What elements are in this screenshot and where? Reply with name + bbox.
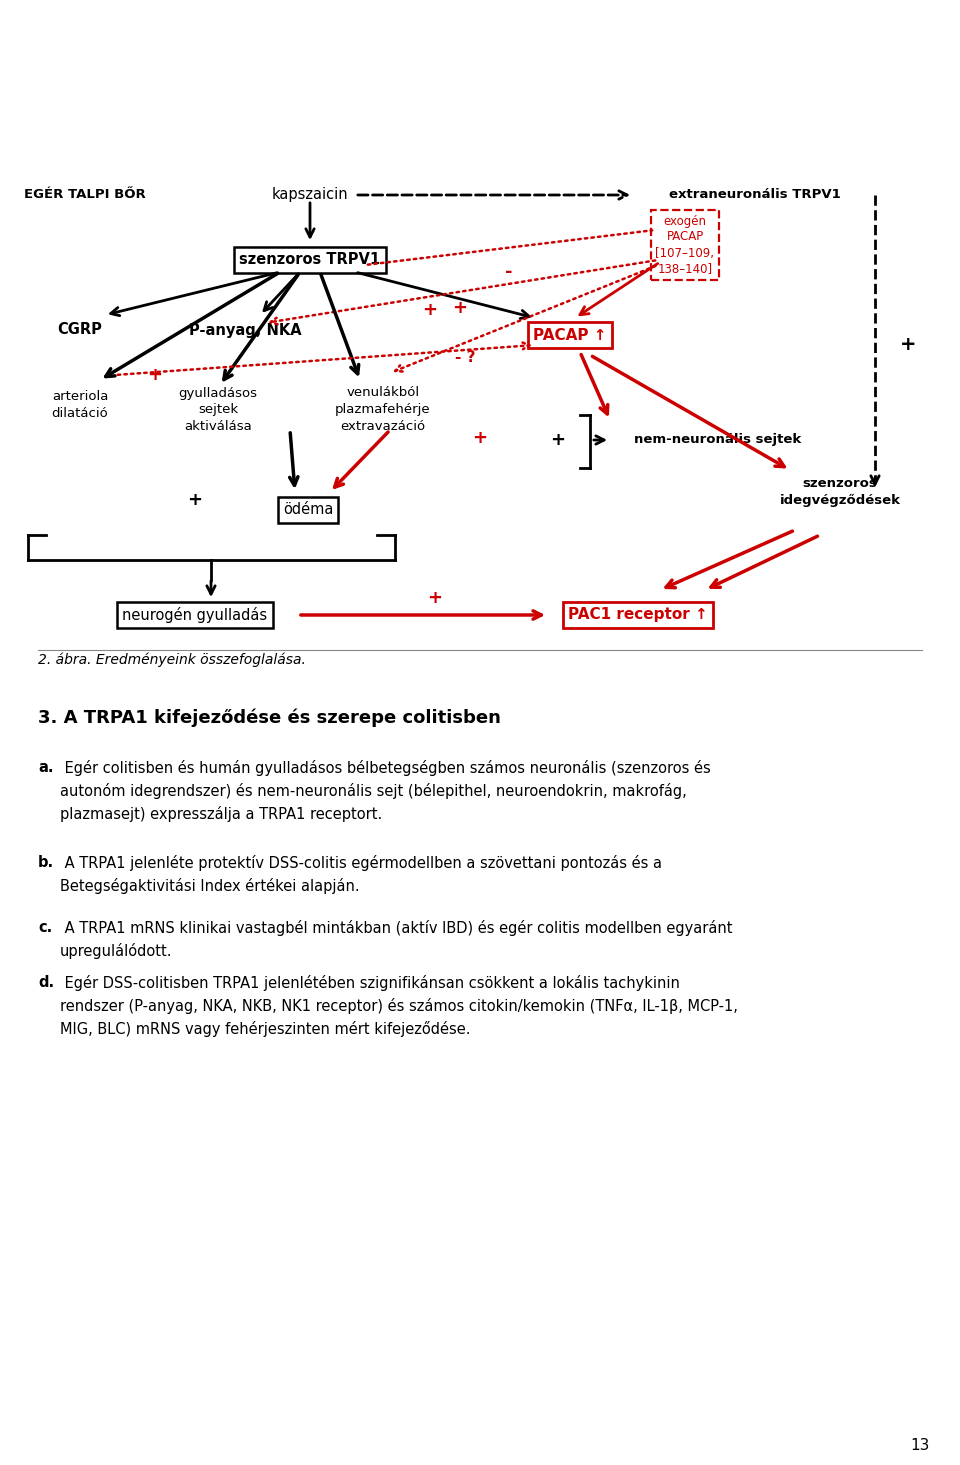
Text: A TRPA1 mRNS klinikai vastagbél mintákban (aktív IBD) és egér colitis modellben : A TRPA1 mRNS klinikai vastagbél mintákba… — [60, 920, 732, 960]
Text: A TRPA1 jelenléte protektív DSS-colitis egérmodellben a szövettani pontozás és a: A TRPA1 jelenléte protektív DSS-colitis … — [60, 856, 662, 894]
Text: +: + — [427, 589, 443, 607]
Text: - ?: - ? — [455, 350, 475, 365]
Text: EGÉR TALPI BŐR: EGÉR TALPI BŐR — [24, 189, 146, 202]
Text: neurogén gyulladás: neurogén gyulladás — [123, 607, 268, 623]
Text: 13: 13 — [910, 1437, 929, 1452]
Text: +: + — [452, 299, 468, 316]
Text: nem-neuronális sejtek: nem-neuronális sejtek — [635, 434, 802, 447]
Text: szenzoros
idegvégződések: szenzoros idegvégződések — [780, 478, 900, 507]
Text: +: + — [148, 366, 162, 384]
Text: 2. ábra. Eredményeink összefoglalása.: 2. ábra. Eredményeink összefoglalása. — [38, 653, 306, 667]
Text: PACAP ↑: PACAP ↑ — [533, 328, 607, 343]
Text: kapszaicin: kapszaicin — [272, 188, 348, 202]
Text: b.: b. — [38, 856, 54, 870]
Text: ödéma: ödéma — [283, 502, 333, 517]
Text: -: - — [505, 264, 518, 281]
Text: venulákból
plazmafehérje
extravazáció: venulákból plazmafehérje extravazáció — [335, 387, 431, 434]
Text: +: + — [472, 429, 488, 447]
Text: P-anyag, NKA: P-anyag, NKA — [189, 322, 301, 337]
Text: +: + — [550, 431, 565, 448]
Text: CGRP: CGRP — [58, 322, 103, 337]
Text: +: + — [422, 300, 438, 319]
Text: a.: a. — [38, 760, 54, 775]
Text: extraneuronális TRPV1: extraneuronális TRPV1 — [669, 189, 841, 202]
Text: 3. A TRPA1 kifejeződése és szerepe colitisben: 3. A TRPA1 kifejeződése és szerepe colit… — [38, 709, 501, 727]
Text: c.: c. — [38, 920, 52, 935]
Text: PAC1 receptor ↑: PAC1 receptor ↑ — [568, 608, 708, 623]
Text: +: + — [187, 491, 203, 508]
Text: +: + — [900, 335, 916, 355]
Text: gyulladásos
sejtek
aktiválása: gyulladásos sejtek aktiválása — [179, 387, 257, 434]
Text: szenzoros TRPV1: szenzoros TRPV1 — [239, 252, 380, 268]
Text: exogén
PACAP
[107–109,
138–140]: exogén PACAP [107–109, 138–140] — [656, 214, 714, 275]
Text: Egér DSS-colitisben TRPA1 jelenlétében szignifikánsan csökkent a lokális tachyki: Egér DSS-colitisben TRPA1 jelenlétében s… — [60, 976, 738, 1037]
Text: arteriola
dilatáció: arteriola dilatáció — [52, 390, 108, 420]
Text: d.: d. — [38, 976, 54, 990]
Text: Egér colitisben és humán gyulladásos bélbetegségben számos neuronális (szenzoros: Egér colitisben és humán gyulladásos bél… — [60, 760, 710, 822]
